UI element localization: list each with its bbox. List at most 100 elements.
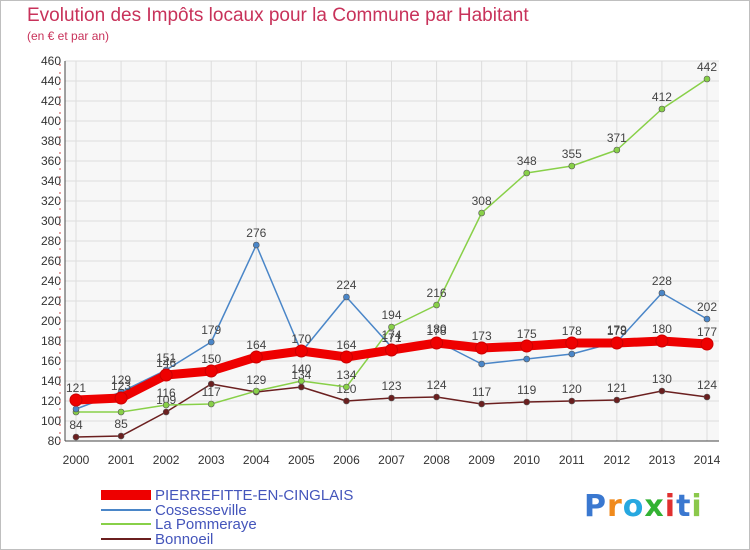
data-label: 178 [427, 324, 447, 338]
data-label: 123 [111, 379, 131, 393]
data-point [523, 398, 531, 406]
x-tick-label: 2006 [333, 453, 360, 467]
y-tick-label: 120 [41, 394, 61, 408]
legend-swatch [101, 538, 151, 540]
data-point [117, 432, 125, 440]
data-label: 179 [201, 323, 221, 337]
data-point [478, 400, 485, 408]
data-label: 150 [201, 352, 221, 366]
data-label: 180 [652, 322, 672, 336]
data-label: 84 [69, 418, 83, 432]
data-label: 164 [336, 338, 356, 352]
data-point [249, 350, 263, 364]
data-label: 308 [472, 194, 492, 208]
data-point [568, 350, 576, 358]
data-point [613, 146, 621, 154]
x-tick-label: 2011 [559, 453, 585, 467]
logo-letter: P [584, 489, 607, 524]
data-label: 109 [156, 393, 176, 407]
data-point [204, 364, 218, 378]
data-label: 171 [381, 331, 401, 345]
data-label: 123 [381, 379, 401, 393]
legend-label: La Pommeraye [155, 515, 257, 533]
data-label: 164 [246, 338, 266, 352]
logo-letter: i [664, 489, 677, 524]
data-label: 179 [607, 323, 627, 337]
y-tick-label: 200 [41, 314, 61, 328]
data-point [478, 209, 485, 217]
data-point [162, 401, 170, 409]
x-tick-label: 2000 [63, 453, 90, 467]
x-tick-label: 2008 [423, 453, 450, 467]
x-tick-label: 2003 [198, 453, 225, 467]
chart-title: Evolution des Impôts locaux pour la Comm… [27, 5, 529, 26]
y-tick-label: 140 [41, 374, 61, 388]
data-label: 194 [381, 308, 401, 322]
data-label: 442 [697, 60, 717, 74]
data-label: 146 [156, 356, 176, 370]
data-label: 180 [427, 322, 447, 336]
data-label: 119 [517, 383, 536, 397]
data-label: 117 [472, 385, 491, 399]
data-label: 140 [291, 362, 311, 376]
data-point [72, 433, 80, 441]
y-tick-label: 440 [41, 74, 61, 88]
data-point [69, 393, 83, 407]
data-label: 276 [246, 226, 266, 240]
data-label: 228 [652, 274, 672, 288]
y-tick-label: 100 [41, 414, 61, 428]
data-point [117, 408, 125, 416]
data-point [252, 387, 260, 395]
data-point [298, 383, 305, 391]
data-point [343, 293, 350, 301]
data-point [388, 394, 395, 402]
data-label: 151 [156, 351, 176, 365]
data-point [433, 393, 440, 401]
legend-item-pierrefitte: PIERREFITTE-EN-CINGLAIS [101, 486, 354, 504]
data-label: 173 [472, 329, 492, 343]
chart-subtitle: (en € et par an) [27, 29, 110, 43]
x-tick-label: 2014 [694, 453, 721, 467]
data-label: 371 [607, 131, 627, 145]
data-point [610, 336, 624, 350]
data-point [568, 397, 576, 405]
data-point [207, 400, 215, 408]
data-point [523, 169, 531, 177]
data-point [478, 360, 485, 368]
y-tick-label: 220 [41, 294, 61, 308]
y-tick-label: 400 [41, 114, 61, 128]
data-point [658, 387, 666, 395]
data-label: 174 [381, 328, 401, 342]
legend-swatch [101, 523, 151, 525]
y-tick-label: 180 [41, 334, 61, 348]
legend-label: Bonnoeil [155, 530, 214, 548]
legend-label: PIERREFITTE-EN-CINGLAIS [155, 486, 354, 504]
data-point [339, 350, 353, 364]
data-point [655, 334, 669, 348]
y-tick-label: 360 [41, 154, 61, 168]
logo-letter: t [676, 489, 692, 524]
data-point [388, 323, 395, 331]
legend-swatch [101, 490, 151, 500]
data-label: 202 [697, 300, 717, 314]
data-point [703, 393, 711, 401]
data-label: 348 [517, 154, 537, 168]
legend-label: Cossesseville [155, 501, 247, 519]
data-label: 124 [697, 378, 717, 392]
data-label: 412 [652, 90, 672, 104]
data-point [207, 338, 215, 346]
data-point [159, 368, 173, 382]
x-tick-label: 2009 [468, 453, 495, 467]
data-point [613, 396, 621, 404]
data-point [385, 343, 398, 357]
data-point [658, 105, 666, 113]
x-tick-label: 2002 [153, 453, 180, 467]
data-label: 130 [652, 372, 672, 386]
logo-letter: r [607, 489, 623, 524]
x-tick-label: 2005 [288, 453, 315, 467]
x-tick-label: 2010 [513, 453, 540, 467]
data-label: 170 [291, 332, 311, 346]
x-tick-label: 2012 [604, 453, 631, 467]
logo-letter: i [691, 489, 703, 524]
